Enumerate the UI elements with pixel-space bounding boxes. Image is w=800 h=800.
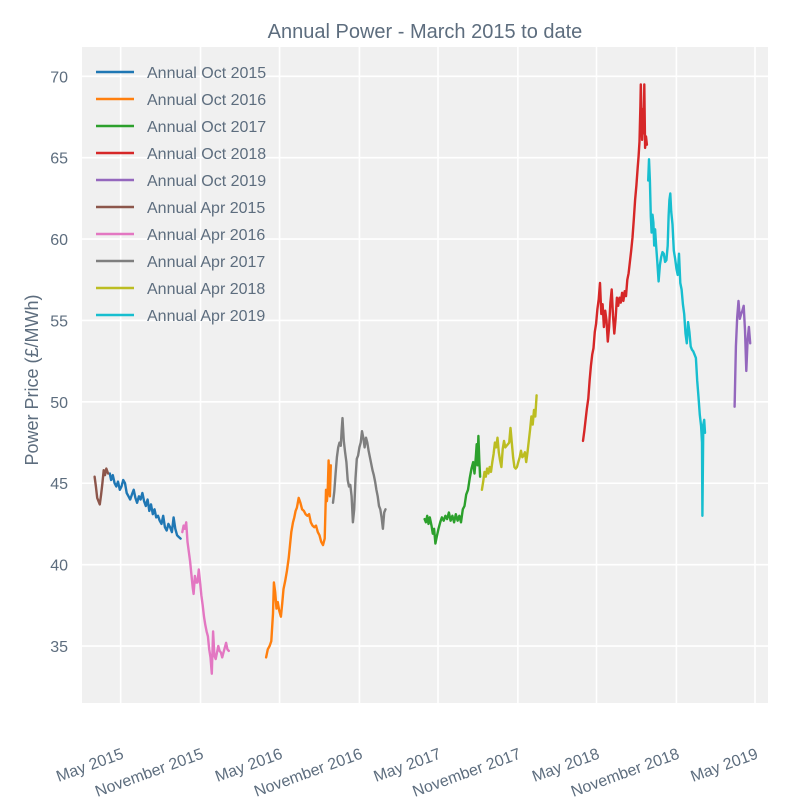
legend-label: Annual Oct 2018 (147, 146, 266, 163)
legend-label: Annual Apr 2015 (147, 200, 265, 217)
series-line (480, 394, 538, 491)
legend-label: Annual Oct 2016 (147, 92, 266, 109)
series-line (647, 158, 707, 517)
legend: Annual Oct 2015 Annual Oct 2016 Annual Oct… (96, 65, 266, 325)
y-tick-label: 50 (50, 395, 68, 412)
series-line (581, 83, 649, 443)
y-tick-label: 45 (50, 476, 68, 493)
legend-label: Annual Apr 2016 (147, 227, 265, 244)
y-tick-label: 65 (50, 151, 68, 168)
series-line (108, 472, 182, 540)
y-tick-label: 35 (50, 639, 68, 656)
legend-label: Annual Apr 2018 (147, 281, 265, 298)
series-line (331, 416, 387, 530)
y-tick-label: 70 (50, 69, 68, 86)
series-lines (93, 83, 752, 675)
y-tick-label: 60 (50, 232, 68, 249)
y-tick-label: 55 (50, 313, 68, 330)
legend-label: Annual Oct 2017 (147, 119, 266, 136)
plot-area (82, 47, 768, 703)
legend-label: Annual Oct 2019 (147, 173, 266, 190)
y-axis-ticks: 35 40 45 50 55 60 65 70 (50, 69, 68, 656)
legend-label: Annual Apr 2019 (147, 308, 265, 325)
y-axis-label: Power Price (£/MWh) (22, 294, 42, 465)
series-line (264, 459, 332, 659)
series-line (181, 521, 230, 675)
legend-label: Annual Apr 2017 (147, 254, 265, 271)
series-line (93, 467, 110, 506)
y-tick-label: 40 (50, 558, 68, 575)
gridlines (82, 47, 768, 703)
legend-label: Annual Oct 2015 (147, 65, 266, 82)
chart-title: Annual Power - March 2015 to date (268, 21, 583, 43)
series-line (733, 299, 752, 408)
series-line (423, 434, 482, 545)
